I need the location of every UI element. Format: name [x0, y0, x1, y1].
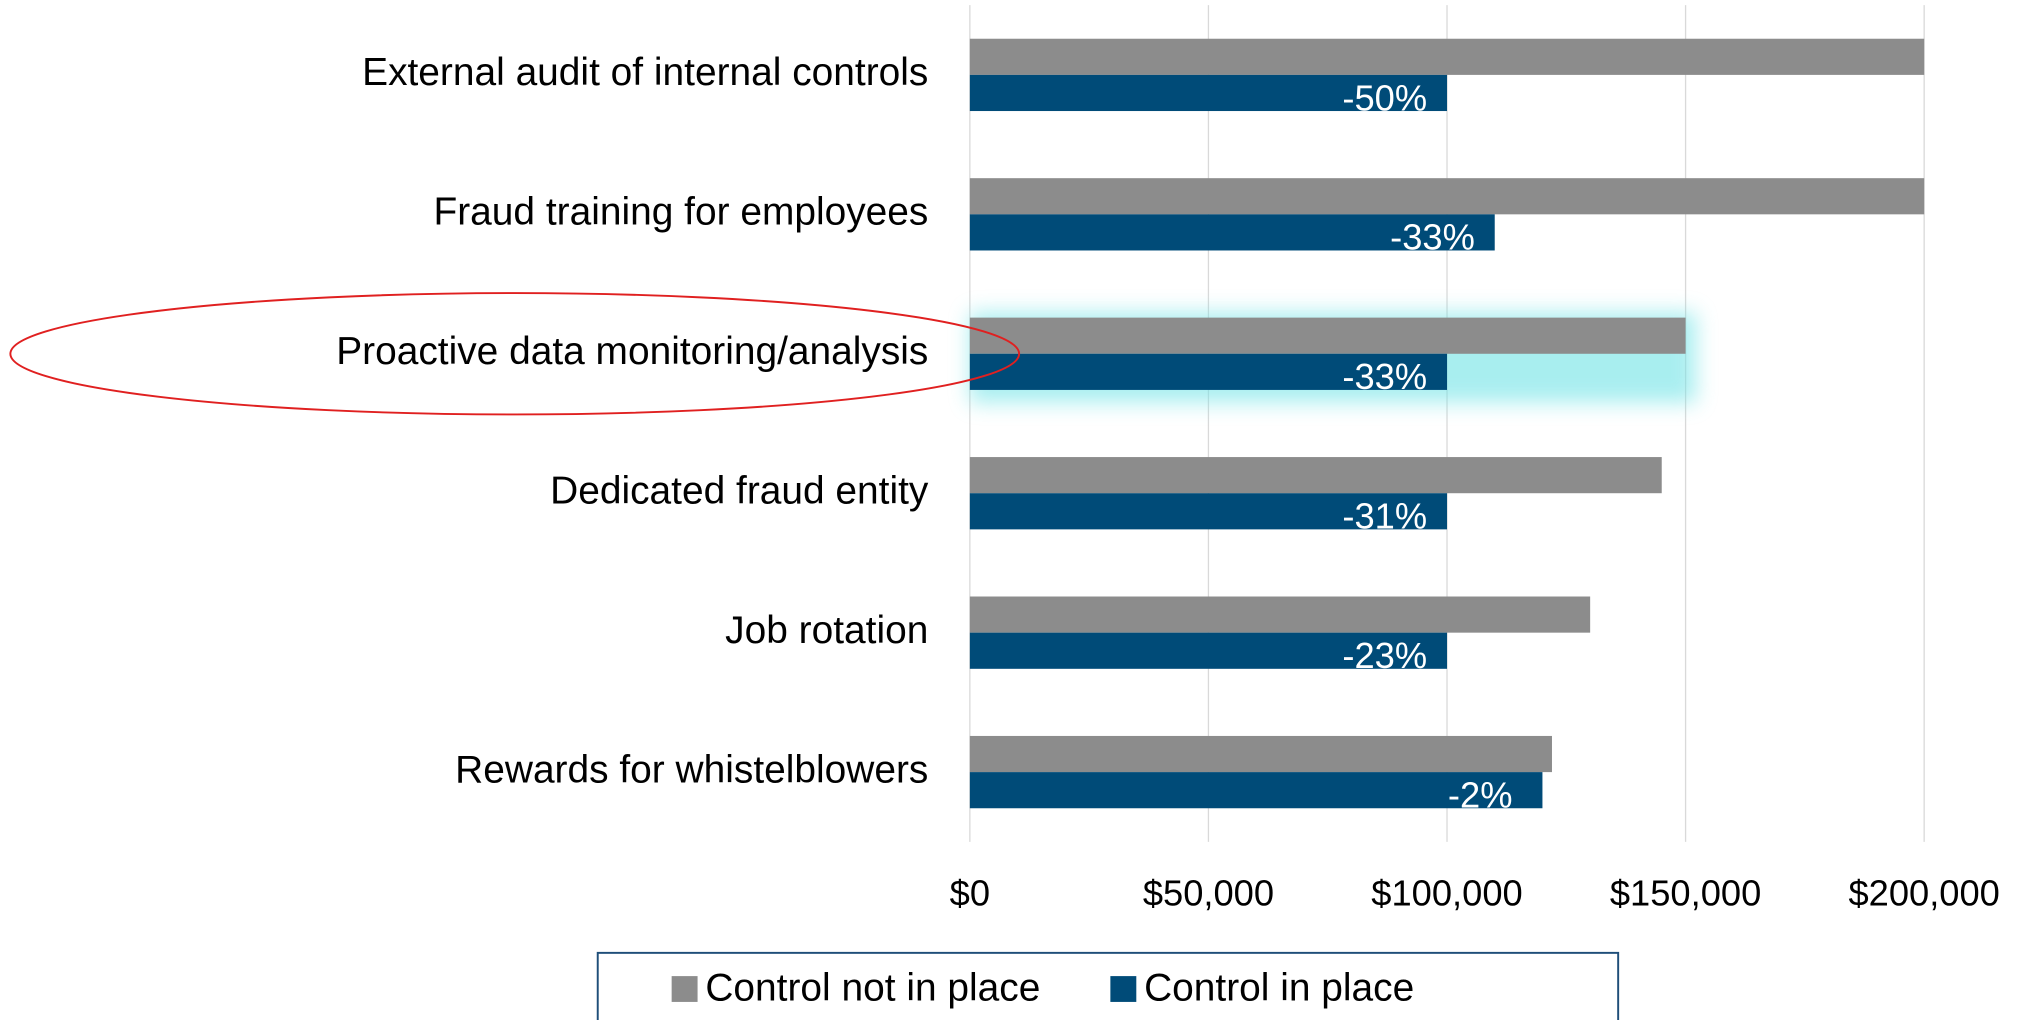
bar [969, 493, 1448, 530]
bar [969, 457, 1662, 494]
bar [969, 353, 1448, 390]
bar [969, 735, 1552, 773]
x-tick-label: $50,000 [1143, 873, 1274, 914]
annotation: -33% [1342, 356, 1427, 397]
bar [969, 317, 1686, 354]
grid: $0 $50,000 $100,000 $150,000 $200,000 [950, 5, 2000, 914]
y-tick-label: Fraud training for employees [433, 191, 928, 234]
legend-box [596, 951, 1620, 1020]
legend-swatch [671, 976, 698, 1002]
bar [969, 632, 1448, 669]
annotation: -2% [1448, 775, 1513, 816]
bar [969, 772, 1543, 809]
legend-swatch [1110, 976, 1137, 1002]
x-tick-label: $200,000 [1848, 873, 1999, 914]
annotation: -23% [1342, 635, 1427, 676]
annotation: -33% [1390, 217, 1475, 258]
legend-label: Control in place [1144, 967, 1414, 1010]
y-tick-label: External audit of internal controls [362, 51, 928, 94]
y-tick-label: Dedicated fraud entity [550, 470, 929, 513]
y-tick-label: Proactive data monitoring/analysis [336, 330, 928, 373]
highlight-ellipse [9, 292, 1021, 416]
bar [969, 38, 1925, 75]
y-tick-label: Job rotation [725, 609, 928, 652]
bar [969, 74, 1448, 112]
legend: Control not in place Control in place [671, 967, 1414, 1010]
annotation: -31% [1342, 496, 1427, 537]
annotation: -50% [1342, 77, 1427, 118]
y-tick-label: Rewards for whistelblowers [455, 748, 928, 791]
bars: External audit of internal controls -50% F… [336, 38, 1925, 816]
x-tick-label: $150,000 [1610, 873, 1761, 914]
bar [969, 214, 1495, 251]
x-tick-label: $0 [950, 873, 990, 914]
bar [969, 178, 1925, 215]
bar [969, 596, 1591, 633]
legend-label: Control not in place [705, 967, 1040, 1010]
x-tick-label: $100,000 [1371, 873, 1522, 914]
